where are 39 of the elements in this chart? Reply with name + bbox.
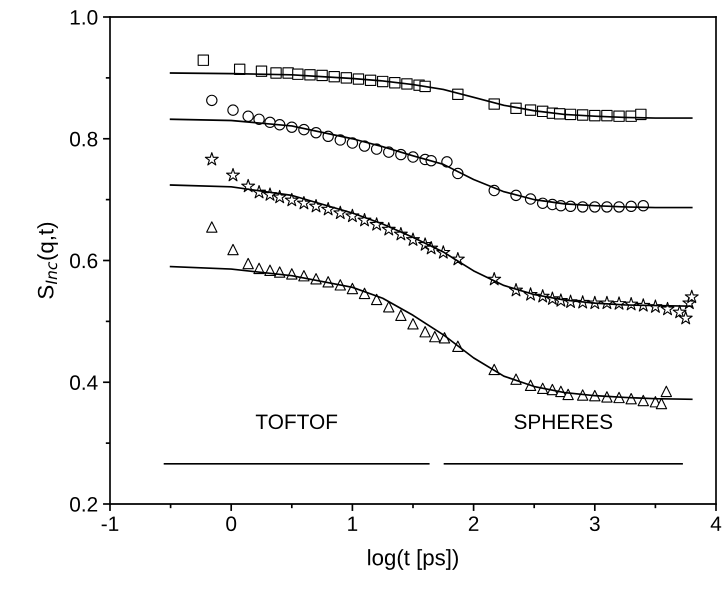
point [656,398,668,410]
y-tick-label: 0.4 [70,375,98,390]
point [284,192,299,206]
annotation: TOFTOF [256,414,338,430]
point [395,310,407,321]
point [638,394,649,406]
point [206,94,218,106]
point [227,104,239,116]
point [296,196,311,210]
point [309,198,324,212]
point [226,168,240,182]
y-tick-label: 0.6 [70,254,98,268]
x-tick-label: 1 [348,516,358,531]
point [242,258,254,270]
x-tick-label: 3 [590,516,600,532]
y-tick-label: 1.0 [70,10,98,25]
x-axis-title: log(t [ps]) [368,549,458,570]
annotation: SPHERES [514,414,612,430]
x-tick-label: 0 [226,516,236,532]
y-tick-label: 0.8 [70,132,98,147]
point [272,190,287,204]
point [242,110,254,122]
point [407,318,419,330]
point [206,221,218,233]
point [678,311,693,324]
x-tick-label: 4 [710,516,722,531]
point [660,302,675,316]
y-axis-title: S$_{Inc}$(q,t) [37,222,58,299]
point [684,290,699,304]
point [227,244,239,256]
point [204,152,219,166]
point [198,54,210,66]
point [419,326,431,338]
point [383,301,394,312]
x-tick-label: -1 [102,516,118,531]
x-tick-label: 2 [468,516,478,531]
point [429,330,441,342]
point [660,386,672,398]
y-tick-label: 0.2 [70,497,98,512]
